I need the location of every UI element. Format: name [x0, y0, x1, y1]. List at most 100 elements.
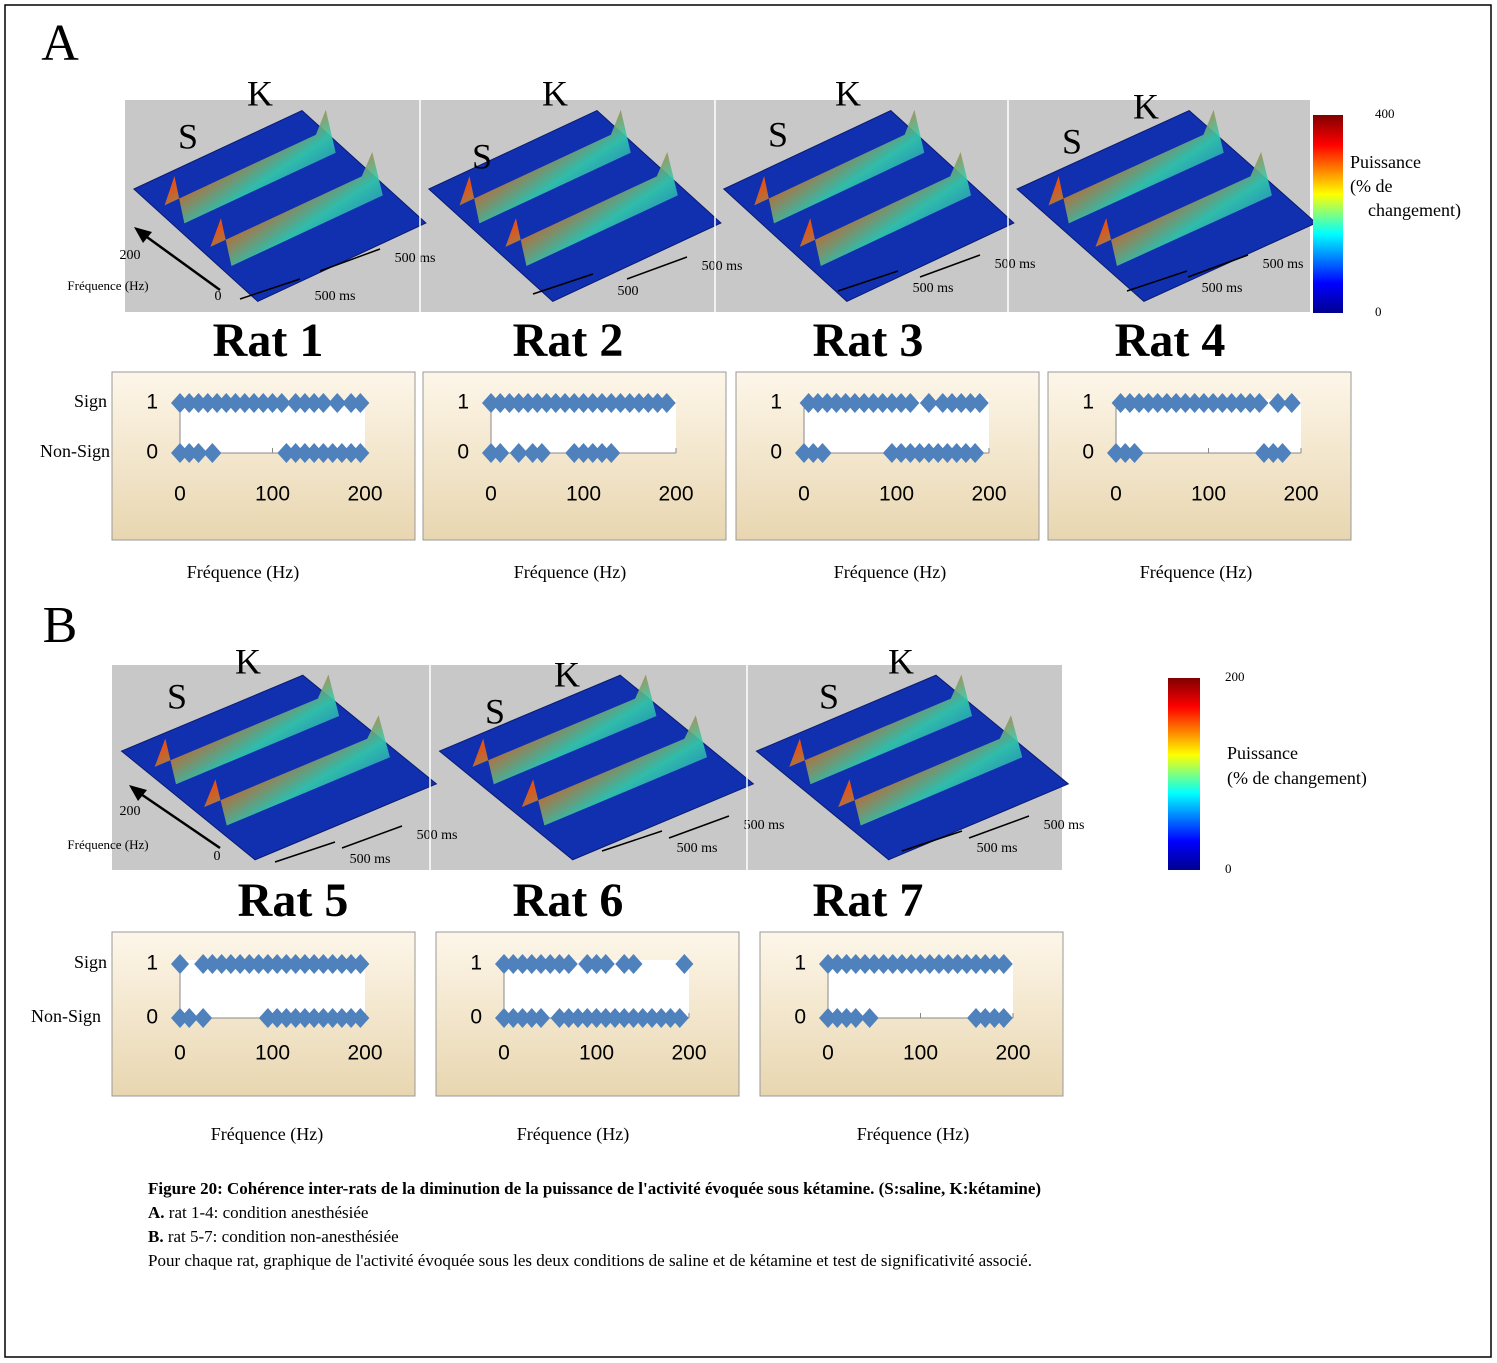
- significance-marker: [550, 954, 569, 974]
- significance-marker: [574, 443, 593, 463]
- significance-marker: [1107, 443, 1125, 463]
- colorbar-title: Puissance: [1350, 152, 1421, 172]
- significance-marker: [1130, 393, 1149, 413]
- significance-marker: [203, 954, 222, 974]
- significance-marker: [231, 954, 250, 974]
- significance-marker: [611, 393, 630, 413]
- significance-marker: [578, 1008, 597, 1028]
- colorbar-title: changement): [1368, 200, 1461, 221]
- significance-marker: [976, 954, 995, 974]
- surface-ridge: [1095, 151, 1272, 267]
- time-label: 500 ms: [350, 852, 391, 867]
- freq-tick: 0: [215, 289, 222, 304]
- significance-marker: [1255, 443, 1273, 463]
- significance-marker: [305, 954, 324, 974]
- x-tick-label: 200: [1283, 483, 1318, 506]
- time-label: 500 ms: [417, 828, 458, 843]
- row-label: Non-Sign: [31, 1006, 101, 1026]
- saline-label: S: [472, 136, 492, 176]
- significance-marker: [1213, 393, 1232, 413]
- time-label: 500 ms: [1202, 281, 1243, 296]
- significance-marker: [305, 443, 324, 463]
- rat-title: Rat 3: [813, 314, 924, 367]
- x-tick-label: 0: [822, 1042, 834, 1065]
- time-label: 500 ms: [913, 281, 954, 296]
- significance-marker: [633, 1008, 652, 1028]
- significance-marker: [226, 393, 245, 413]
- surface-floor: [755, 674, 1070, 861]
- x-tick-label: 100: [879, 483, 914, 506]
- significance-marker: [948, 954, 967, 974]
- significance-marker: [795, 443, 813, 463]
- y-tick-label: 0: [470, 1006, 482, 1029]
- caption-line-text: rat 5-7: condition non-anesthésiée: [164, 1227, 399, 1246]
- rat-title: Rat 6: [513, 874, 624, 927]
- significance-marker: [845, 393, 864, 413]
- significance-marker: [994, 1008, 1013, 1028]
- significance-marker: [846, 1008, 865, 1028]
- significance-marker: [351, 443, 370, 463]
- significance-marker: [828, 954, 847, 974]
- surface-ridge: [1048, 109, 1224, 224]
- significance-marker: [661, 1008, 680, 1028]
- significance-marker: [583, 393, 602, 413]
- significance-marker: [836, 393, 855, 413]
- y-tick-label: 0: [146, 1006, 158, 1029]
- significance-marker: [342, 393, 361, 413]
- significance-marker: [504, 1008, 523, 1028]
- significance-marker: [827, 393, 846, 413]
- significance-marker: [910, 443, 929, 463]
- significance-marker: [323, 1008, 342, 1028]
- x-axis-label: Fréquence (Hz): [211, 1124, 323, 1145]
- significance-marker: [808, 393, 827, 413]
- significance-marker: [1111, 393, 1130, 413]
- significance-marker: [596, 954, 615, 974]
- y-tick-label: 1: [457, 391, 469, 414]
- significance-marker: [203, 443, 222, 463]
- significance-marker: [268, 1008, 287, 1028]
- significance-marker: [648, 393, 667, 413]
- time-scale-bar: [901, 830, 963, 852]
- time-scale-bar: [1187, 254, 1249, 278]
- significance-marker: [961, 393, 980, 413]
- x-tick-label: 100: [579, 1042, 614, 1065]
- significance-marker: [277, 1008, 296, 1028]
- x-tick-label: 0: [485, 483, 497, 506]
- saline-label: S: [768, 114, 788, 154]
- time-label: 500 ms: [995, 257, 1036, 272]
- significance-marker: [212, 954, 231, 974]
- significance-marker: [864, 393, 883, 413]
- saline-label: S: [819, 676, 839, 716]
- freq-arrow: [134, 788, 221, 850]
- significance-marker: [1231, 393, 1250, 413]
- significance-marker: [1120, 393, 1139, 413]
- significance-marker: [171, 443, 189, 463]
- significance-marker: [198, 393, 217, 413]
- y-tick-label: 0: [146, 441, 158, 464]
- surface-floor: [132, 110, 427, 302]
- significance-marker: [180, 1008, 199, 1028]
- significance-marker: [1125, 443, 1144, 463]
- colorbar-title: Puissance: [1227, 743, 1298, 763]
- significance-marker: [639, 393, 658, 413]
- rat-title: Rat 4: [1115, 314, 1226, 367]
- significance-marker: [208, 393, 226, 413]
- time-label: 500 ms: [395, 251, 436, 266]
- significance-marker: [342, 1008, 361, 1028]
- surface-ridge: [154, 674, 340, 785]
- significance-marker: [277, 443, 296, 463]
- y-tick-label: 0: [794, 1006, 806, 1029]
- significance-marker: [286, 443, 305, 463]
- x-tick-label: 100: [566, 483, 601, 506]
- y-tick-label: 1: [146, 952, 158, 975]
- significance-marker: [532, 1008, 550, 1028]
- x-tick-label: 0: [498, 1042, 510, 1065]
- caption-line: A. rat 1-4: condition anesthésiée: [148, 1203, 368, 1222]
- significance-marker: [221, 954, 240, 974]
- significance-marker: [967, 954, 985, 974]
- x-axis-label: Fréquence (Hz): [857, 1124, 969, 1145]
- significance-marker: [532, 954, 550, 974]
- significance-marker: [957, 954, 976, 974]
- significance-marker: [837, 1008, 856, 1028]
- significance-marker: [189, 443, 208, 463]
